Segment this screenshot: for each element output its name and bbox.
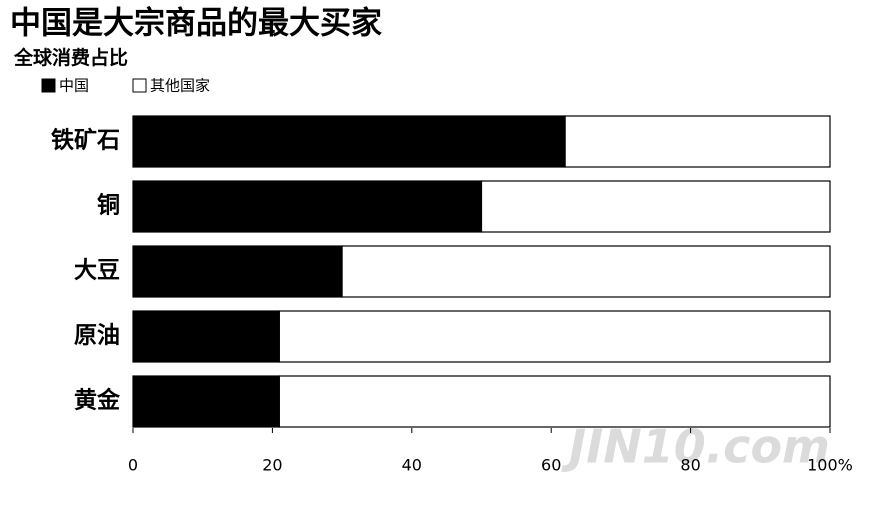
bar-segment bbox=[132, 245, 343, 298]
category-label: 铜 bbox=[97, 192, 120, 219]
bar-segment bbox=[341, 245, 831, 298]
chart-subtitle: 全球消费占比 bbox=[13, 46, 128, 69]
x-tick-label: 100% bbox=[807, 456, 853, 475]
bar-segment bbox=[278, 375, 831, 428]
legend-label: 其他国家 bbox=[150, 77, 210, 95]
x-tick-label: 0 bbox=[128, 456, 138, 475]
x-tick-label: 40 bbox=[402, 456, 422, 475]
legend-label: 中国 bbox=[59, 77, 89, 95]
x-tick-label: 80 bbox=[680, 456, 700, 475]
category-label: 铁矿石 bbox=[51, 127, 120, 154]
x-tick-label: 20 bbox=[262, 456, 282, 475]
bar-segment bbox=[132, 180, 483, 233]
bar-segment bbox=[480, 180, 831, 233]
bar-segment bbox=[564, 115, 831, 168]
bar-segment bbox=[278, 310, 831, 363]
legend-swatch bbox=[41, 78, 56, 93]
bar-segment bbox=[132, 375, 280, 428]
chart-title: 中国是大宗商品的最大买家 bbox=[10, 6, 382, 42]
watermark: JIN10.com bbox=[561, 420, 830, 474]
category-label: 黄金 bbox=[74, 387, 121, 414]
category-label: 原油 bbox=[74, 322, 120, 349]
bar-segment bbox=[132, 115, 566, 168]
legend-swatch bbox=[132, 78, 147, 93]
bar-segment bbox=[132, 310, 280, 363]
x-tick-label: 60 bbox=[541, 456, 561, 475]
category-label: 大豆 bbox=[74, 257, 120, 284]
